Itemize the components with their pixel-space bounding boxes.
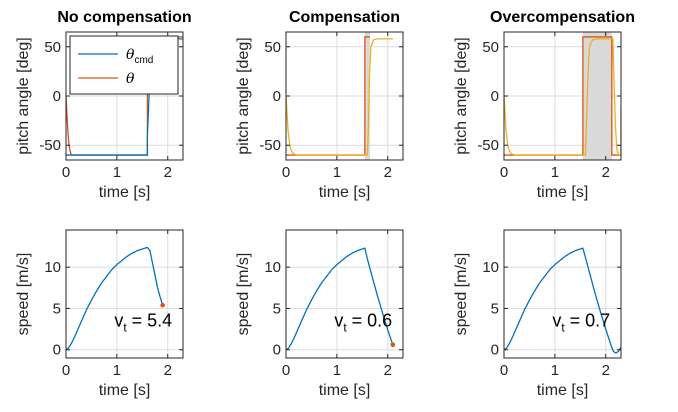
x-tick-label: 0 xyxy=(500,164,508,181)
series-yellow-line xyxy=(286,38,393,156)
y-tick-label: 10 xyxy=(44,259,61,276)
legend-entry: θcmd xyxy=(126,47,153,66)
x-tick-label: 2 xyxy=(602,164,610,181)
subplot-title: No compensation xyxy=(57,9,191,26)
plot-area xyxy=(66,230,183,358)
axes-frame xyxy=(503,229,622,359)
x-tick-label: 2 xyxy=(602,362,610,379)
y-tick-label: -50 xyxy=(477,137,499,154)
x-tick-label: 1 xyxy=(333,362,341,379)
y-tick-label: 10 xyxy=(264,259,281,276)
y-axis-label: speed [m/s] xyxy=(453,253,470,336)
y-tick-label: 0 xyxy=(273,342,281,359)
x-tick-label: 0 xyxy=(282,362,290,379)
series-yellow-line xyxy=(504,38,621,156)
y-tick-label: 0 xyxy=(53,342,61,359)
y-tick-label: 0 xyxy=(273,88,281,105)
subplot-title: Overcompensation xyxy=(490,9,635,26)
subplot-s1: 0 1 2 0 5 10 time [s] speed [m/s] vt = 5.4 xyxy=(15,229,184,399)
x-tick-label: 0 xyxy=(62,362,70,379)
series-speed-line xyxy=(286,247,394,351)
x-tick-label: 2 xyxy=(164,362,172,379)
plot-area xyxy=(286,230,403,358)
y-tick-label: -50 xyxy=(39,137,61,154)
x-axis-label: time [s] xyxy=(99,184,151,201)
y-tick-label: 5 xyxy=(273,300,281,317)
x-axis-label: time [s] xyxy=(319,382,371,399)
plot-content xyxy=(504,247,621,354)
plot-area xyxy=(504,230,621,358)
x-tick-label: 1 xyxy=(551,362,559,379)
plot-content xyxy=(66,246,164,351)
y-axis-label: pitch angle [deg] xyxy=(15,37,32,154)
y-tick-label: 50 xyxy=(264,39,281,56)
axes-frame xyxy=(65,229,184,359)
terminal-speed-annotation: vt = 5.4 xyxy=(114,311,172,335)
y-axis-label: pitch angle [deg] xyxy=(235,37,252,154)
y-tick-label: 5 xyxy=(491,300,499,317)
series-theta-line xyxy=(66,36,183,156)
x-tick-label: 1 xyxy=(113,362,121,379)
x-axis-label: time [s] xyxy=(319,184,371,201)
y-tick-label: 50 xyxy=(482,39,499,56)
plot-content xyxy=(286,32,393,160)
terminal-speed-annotation: vt = 0.6 xyxy=(334,311,392,335)
end-marker xyxy=(390,342,396,348)
y-tick-label: 0 xyxy=(491,88,499,105)
axes-frame xyxy=(285,229,404,359)
legend: θcmd θ xyxy=(69,35,179,95)
series-speed-line xyxy=(504,247,621,354)
subplot-s3: 0 1 2 0 5 10 time [s] speed [m/s] vt = 0.7 xyxy=(453,229,622,399)
x-axis-label: time [s] xyxy=(99,382,151,399)
x-axis-label: time [s] xyxy=(537,184,589,201)
x-tick-label: 0 xyxy=(500,362,508,379)
x-tick-label: 2 xyxy=(164,164,172,181)
y-tick-label: 50 xyxy=(44,39,61,56)
terminal-speed-annotation: vt = 0.7 xyxy=(552,311,610,335)
y-tick-label: -50 xyxy=(259,137,281,154)
end-marker xyxy=(160,302,165,308)
legend-entry: θ xyxy=(126,71,135,87)
y-tick-label: 10 xyxy=(482,259,499,276)
x-tick-label: 2 xyxy=(384,164,392,181)
x-tick-label: 1 xyxy=(333,164,341,181)
y-axis-label: speed [m/s] xyxy=(15,253,32,336)
x-axis-label: time [s] xyxy=(537,382,589,399)
plot-content xyxy=(504,32,621,160)
subplot-title: Compensation xyxy=(289,9,400,26)
series-speed-line xyxy=(66,246,164,351)
subplot-s2: 0 1 2 0 5 10 time [s] speed [m/s] vt = 0.6 xyxy=(235,229,404,399)
shaded-region xyxy=(364,32,370,160)
plot-content xyxy=(286,247,394,351)
y-axis-label: pitch angle [deg] xyxy=(453,37,470,154)
y-tick-label: 5 xyxy=(53,300,61,317)
y-axis-label: speed [m/s] xyxy=(235,253,252,336)
x-tick-label: 2 xyxy=(384,362,392,379)
y-tick-label: 0 xyxy=(53,88,61,105)
x-tick-label: 1 xyxy=(551,164,559,181)
x-tick-label: 1 xyxy=(113,164,121,181)
x-tick-label: 0 xyxy=(282,164,290,181)
y-tick-label: 0 xyxy=(491,342,499,359)
x-tick-label: 0 xyxy=(62,164,70,181)
